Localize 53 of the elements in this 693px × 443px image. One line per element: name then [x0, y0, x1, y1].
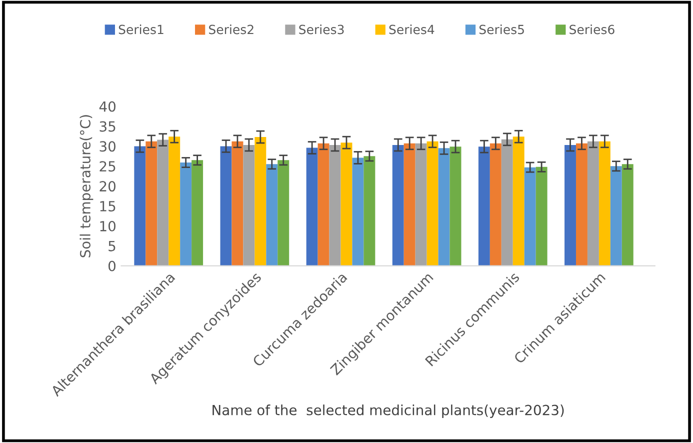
bar	[329, 144, 341, 266]
y-tick-label: 30	[100, 141, 116, 152]
bar	[134, 146, 146, 266]
bar	[501, 139, 513, 266]
legend-label: Series2	[209, 24, 254, 34]
bar	[598, 141, 610, 266]
bar	[352, 158, 364, 266]
bar	[340, 142, 352, 266]
y-tick-label: 0	[108, 260, 116, 272]
y-tick-label: 10	[100, 220, 116, 232]
bar	[220, 146, 232, 266]
bar	[512, 136, 524, 266]
bar	[146, 141, 158, 266]
bar	[266, 164, 278, 266]
y-tick-label: 15	[100, 201, 116, 212]
legend-label: Series6	[570, 24, 614, 34]
bar	[254, 137, 266, 266]
bar	[450, 146, 462, 266]
bar	[478, 146, 490, 266]
bar	[587, 141, 599, 266]
bar	[524, 167, 536, 266]
bar	[426, 141, 438, 266]
x-axis-title: Name of the selected medicinal plants(year-2023)	[212, 404, 564, 418]
legend-label: Series4	[389, 24, 434, 34]
bar	[157, 140, 169, 266]
bar	[610, 166, 622, 266]
y-tick-label: 25	[100, 161, 116, 172]
bar	[490, 143, 502, 266]
bar	[404, 143, 416, 266]
bar	[564, 144, 576, 266]
bar	[536, 166, 548, 266]
bar	[168, 136, 180, 266]
legend-label: Series3	[299, 24, 344, 34]
y-tick-label: 5	[108, 241, 116, 252]
bar	[415, 143, 427, 266]
y-tick-label: 35	[100, 121, 116, 132]
bar	[232, 141, 244, 266]
bar	[576, 143, 588, 266]
y-tick-label: 20	[100, 181, 116, 192]
y-axis-title: Soil temperature(°C)	[80, 115, 94, 258]
legend-label: Series1	[118, 24, 164, 34]
bar	[243, 144, 255, 266]
bar	[318, 143, 330, 266]
y-tick-label: 40	[99, 101, 116, 112]
bar	[438, 148, 450, 266]
bar	[192, 160, 204, 266]
bar	[622, 164, 634, 266]
bar	[180, 162, 192, 266]
bar	[306, 148, 318, 266]
bar	[278, 160, 290, 266]
bar	[364, 156, 376, 266]
legend-label: Series5	[479, 24, 524, 34]
bar	[392, 144, 404, 266]
